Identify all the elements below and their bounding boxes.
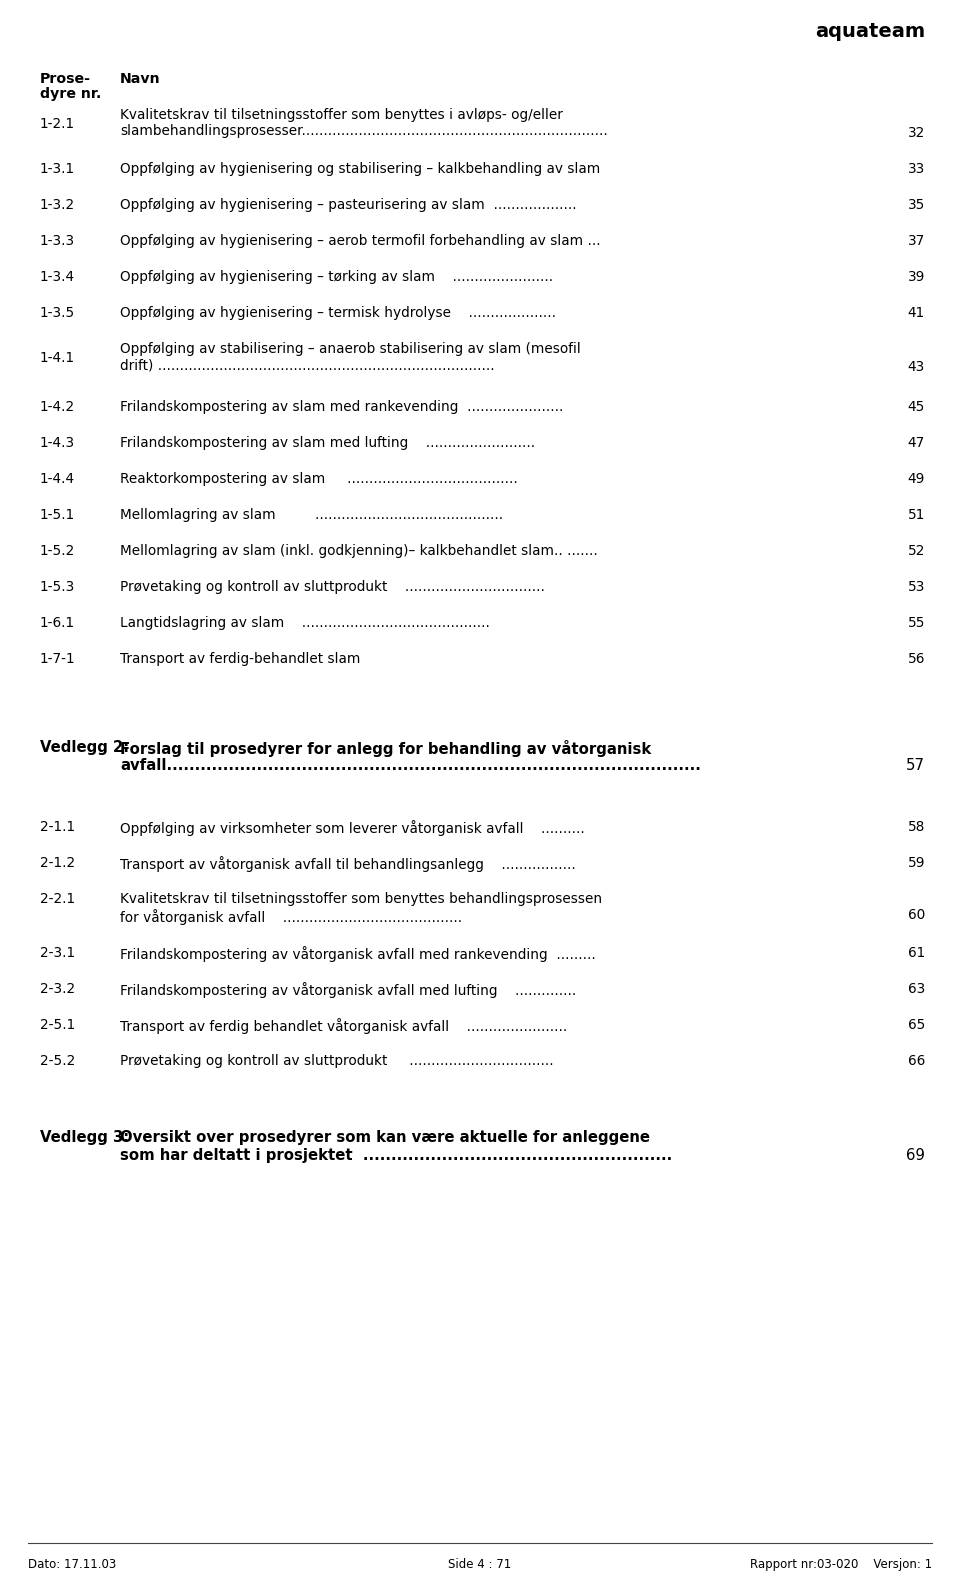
Text: Vedlegg 2:: Vedlegg 2: xyxy=(40,741,130,755)
Text: 51: 51 xyxy=(907,508,925,522)
Text: 1-6.1: 1-6.1 xyxy=(40,616,75,630)
Text: 56: 56 xyxy=(907,653,925,666)
Text: Rapport nr:03-020    Versjon: 1: Rapport nr:03-020 Versjon: 1 xyxy=(750,1558,932,1570)
Text: Dato: 17.11.03: Dato: 17.11.03 xyxy=(28,1558,116,1570)
Text: Navn: Navn xyxy=(120,72,160,86)
Text: Mellomlagring av slam (inkl. godkjenning)– kalkbehandlet slam.. .......: Mellomlagring av slam (inkl. godkjenning… xyxy=(120,544,598,559)
Text: 57: 57 xyxy=(906,758,925,772)
Text: 1-3.5: 1-3.5 xyxy=(40,306,75,321)
Text: Oppfølging av virksomheter som leverer våtorganisk avfall    ..........: Oppfølging av virksomheter som leverer v… xyxy=(120,820,585,836)
Text: 58: 58 xyxy=(907,820,925,835)
Text: Prøvetaking og kontroll av sluttprodukt     .................................: Prøvetaking og kontroll av sluttprodukt … xyxy=(120,1053,554,1068)
Text: 2-2.1: 2-2.1 xyxy=(40,892,75,907)
Text: 63: 63 xyxy=(908,982,925,996)
Text: 53: 53 xyxy=(907,579,925,594)
Text: Prose-: Prose- xyxy=(40,72,91,86)
Text: 59: 59 xyxy=(907,855,925,870)
Text: Langtidslagring av slam    ...........................................: Langtidslagring av slam ................… xyxy=(120,616,490,630)
Text: avfall..........................................................................: avfall..................................… xyxy=(120,758,701,772)
Text: Kvalitetskrav til tilsetningsstoffer som benyttes behandlingsprosessen
for våtor: Kvalitetskrav til tilsetningsstoffer som… xyxy=(120,892,602,924)
Text: Transport av våtorganisk avfall til behandlingsanlegg    .................: Transport av våtorganisk avfall til beha… xyxy=(120,855,576,871)
Text: Oppfølging av hygienisering og stabilisering – kalkbehandling av slam: Oppfølging av hygienisering og stabilise… xyxy=(120,163,600,176)
Text: 2-3.2: 2-3.2 xyxy=(40,982,75,996)
Text: 1-3.1: 1-3.1 xyxy=(40,163,75,176)
Text: 65: 65 xyxy=(907,1018,925,1033)
Text: 1-4.2: 1-4.2 xyxy=(40,401,75,413)
Text: 1-5.1: 1-5.1 xyxy=(40,508,75,522)
Text: Frilandskompostering av våtorganisk avfall med lufting    ..............: Frilandskompostering av våtorganisk avfa… xyxy=(120,982,576,998)
Text: aquateam: aquateam xyxy=(815,22,925,41)
Text: 1-2.1: 1-2.1 xyxy=(40,117,75,131)
Text: Oppfølging av hygienisering – termisk hydrolyse    ....................: Oppfølging av hygienisering – termisk hy… xyxy=(120,306,556,321)
Text: Vedlegg 3:: Vedlegg 3: xyxy=(40,1130,130,1144)
Text: 69: 69 xyxy=(906,1148,925,1163)
Text: 37: 37 xyxy=(908,235,925,247)
Text: 33: 33 xyxy=(908,163,925,176)
Text: 1-3.3: 1-3.3 xyxy=(40,235,75,247)
Text: 49: 49 xyxy=(907,472,925,487)
Text: 1-3.4: 1-3.4 xyxy=(40,270,75,284)
Text: Oppfølging av hygienisering – aerob termofil forbehandling av slam ...: Oppfølging av hygienisering – aerob term… xyxy=(120,235,601,247)
Text: 2-5.2: 2-5.2 xyxy=(40,1053,75,1068)
Text: Frilandskompostering av våtorganisk avfall med rankevending  .........: Frilandskompostering av våtorganisk avfa… xyxy=(120,946,596,962)
Text: Mellomlagring av slam         ...........................................: Mellomlagring av slam ..................… xyxy=(120,508,503,522)
Text: Prøvetaking og kontroll av sluttprodukt    ................................: Prøvetaking og kontroll av sluttprodukt … xyxy=(120,579,545,594)
Text: som har deltatt i prosjektet  ..................................................: som har deltatt i prosjektet ...........… xyxy=(120,1148,672,1163)
Text: Side 4 : 71: Side 4 : 71 xyxy=(448,1558,512,1570)
Text: Transport av ferdig-behandlet slam: Transport av ferdig-behandlet slam xyxy=(120,653,360,666)
Text: 1-3.2: 1-3.2 xyxy=(40,198,75,212)
Text: 47: 47 xyxy=(908,436,925,450)
Text: 32: 32 xyxy=(908,126,925,140)
Text: Transport av ferdig behandlet våtorganisk avfall    .......................: Transport av ferdig behandlet våtorganis… xyxy=(120,1018,567,1034)
Text: 52: 52 xyxy=(907,544,925,559)
Text: Oppfølging av stabilisering – anaerob stabilisering av slam (mesofil
drift) ....: Oppfølging av stabilisering – anaerob st… xyxy=(120,342,581,372)
Text: 43: 43 xyxy=(908,361,925,373)
Text: 41: 41 xyxy=(908,306,925,321)
Text: 2-1.1: 2-1.1 xyxy=(40,820,75,835)
Text: 45: 45 xyxy=(907,401,925,413)
Text: 55: 55 xyxy=(907,616,925,630)
Text: 2-3.1: 2-3.1 xyxy=(40,946,75,961)
Text: Frilandskompostering av slam med lufting    .........................: Frilandskompostering av slam med lufting… xyxy=(120,436,535,450)
Text: 60: 60 xyxy=(908,908,925,922)
Text: Frilandskompostering av slam med rankevending  ......................: Frilandskompostering av slam med rankeve… xyxy=(120,401,564,413)
Text: 1-4.3: 1-4.3 xyxy=(40,436,75,450)
Text: Oppfølging av hygienisering – pasteurisering av slam  ...................: Oppfølging av hygienisering – pasteurise… xyxy=(120,198,577,212)
Text: Oversikt over prosedyrer som kan være aktuelle for anleggene: Oversikt over prosedyrer som kan være ak… xyxy=(120,1130,650,1144)
Text: 1-4.4: 1-4.4 xyxy=(40,472,75,487)
Text: 1-7-1: 1-7-1 xyxy=(40,653,76,666)
Text: 1-5.2: 1-5.2 xyxy=(40,544,75,559)
Text: 39: 39 xyxy=(907,270,925,284)
Text: dyre nr.: dyre nr. xyxy=(40,88,102,101)
Text: Oppfølging av hygienisering – tørking av slam    .......................: Oppfølging av hygienisering – tørking av… xyxy=(120,270,553,284)
Text: 2-5.1: 2-5.1 xyxy=(40,1018,75,1033)
Text: Reaktorkompostering av slam     .......................................: Reaktorkompostering av slam ............… xyxy=(120,472,517,487)
Text: 1-5.3: 1-5.3 xyxy=(40,579,75,594)
Text: 1-4.1: 1-4.1 xyxy=(40,351,75,365)
Text: 61: 61 xyxy=(908,946,925,961)
Text: 35: 35 xyxy=(907,198,925,212)
Text: 2-1.2: 2-1.2 xyxy=(40,855,75,870)
Text: Forslag til prosedyrer for anlegg for behandling av våtorganisk: Forslag til prosedyrer for anlegg for be… xyxy=(120,741,651,757)
Text: 66: 66 xyxy=(908,1053,925,1068)
Text: Kvalitetskrav til tilsetningsstoffer som benyttes i avløps- og/eller
slambehandl: Kvalitetskrav til tilsetningsstoffer som… xyxy=(120,109,608,139)
